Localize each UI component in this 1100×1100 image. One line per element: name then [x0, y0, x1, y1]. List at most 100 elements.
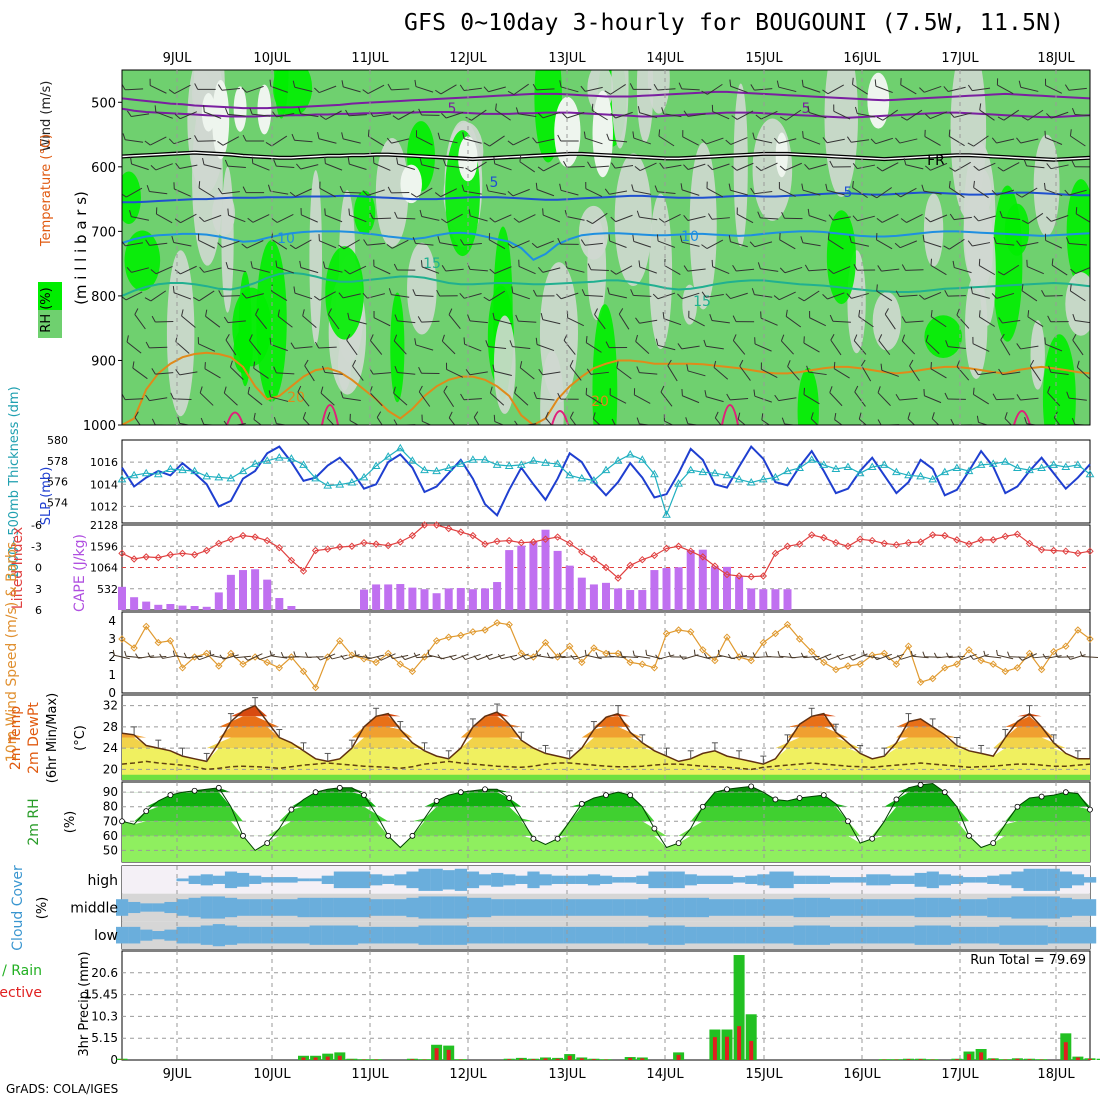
- wind-barb-staff: [615, 164, 634, 169]
- wind-barb-flag: [493, 157, 496, 164]
- wind-barb-staff: [131, 216, 150, 221]
- li-tick-label: 3: [35, 583, 42, 596]
- isotherm-25-line: [721, 404, 739, 425]
- wind-barb: [493, 414, 512, 425]
- wind-axis-label-10m: 10m Wind Speed (m/s) & Barbs: [4, 542, 20, 762]
- lifted-index-marker: [396, 538, 405, 546]
- wind-barb: [483, 135, 505, 147]
- wind-barb-staff: [687, 370, 706, 377]
- wind-barb: [241, 85, 264, 93]
- rh-blob: [1004, 203, 1030, 256]
- thickness-marker: [420, 465, 429, 474]
- rh-blob: [1042, 334, 1076, 425]
- wind-barb: [144, 136, 167, 146]
- wind-barb-staff: [857, 164, 876, 170]
- thickness-marker: [637, 455, 647, 463]
- wind-barb: [532, 83, 555, 91]
- cloud-unit-label: (%): [35, 897, 50, 920]
- wind-speed-marker: [1001, 667, 1010, 676]
- wind-barb: [322, 261, 343, 273]
- wind-speed-marker: [299, 667, 308, 676]
- rh-marker: [312, 789, 319, 796]
- wind-barb-staff: [397, 320, 416, 324]
- cape-bar: [251, 569, 260, 610]
- wind-barb: [948, 129, 965, 147]
- wind-barb-10m: [812, 653, 832, 661]
- cape-bar: [154, 604, 163, 610]
- wind-barb-flag: [660, 385, 665, 393]
- wind-barb-flag: [901, 334, 906, 342]
- cloud-cover-cell: [285, 877, 298, 883]
- thickness-marker: [202, 471, 212, 480]
- lifted-index-marker: [118, 549, 126, 558]
- wind-barb: [296, 163, 319, 170]
- lifted-index-marker: [735, 572, 743, 580]
- wind-barb: [924, 214, 948, 223]
- date-label-bottom: 15JUL: [745, 1067, 783, 1082]
- wind-barb-flag: [492, 364, 495, 372]
- wind-barb-flag: [1000, 333, 1005, 341]
- date-label-top: 10JUL: [253, 51, 291, 66]
- cloud-cover-cell: [781, 899, 794, 916]
- lifted-index-marker: [1086, 547, 1094, 555]
- precip-total-bar: [346, 1058, 358, 1060]
- thickness-marker: [553, 459, 562, 467]
- wind-barb: [269, 79, 288, 93]
- wind-barb-flag: [726, 393, 731, 401]
- rh-marker: [530, 835, 537, 842]
- wind-barb-flag: [495, 103, 497, 111]
- cloud-cover-cell: [539, 874, 552, 886]
- wind-barb-flag: [1070, 268, 1076, 274]
- wind-barb-staff: [658, 135, 675, 147]
- wind-barb-staff: [996, 242, 1015, 246]
- wind-barb-staff: [803, 655, 820, 659]
- lifted-index-marker: [759, 572, 768, 580]
- wind-barb-staff: [681, 189, 700, 196]
- wind-barb: [338, 239, 360, 250]
- wind-barb: [250, 261, 270, 273]
- wind-barb-staff: [138, 655, 155, 659]
- wind-barb-flag: [314, 295, 321, 301]
- wind-speed-marker: [420, 653, 429, 661]
- wind-barb-flag: [852, 162, 858, 169]
- wind-barb-flag: [172, 650, 176, 656]
- rh-blob: [1065, 272, 1090, 336]
- wind-barb-staff: [247, 393, 263, 406]
- wind-barb-flag: [1047, 386, 1051, 393]
- wind-barb-flag: [468, 209, 471, 217]
- wind-speed-marker: [154, 638, 163, 647]
- wind-barb-staff: [300, 267, 319, 274]
- rh-legend-swatch: [38, 310, 62, 338]
- wind-barb-flag: [485, 654, 490, 660]
- wind-speed-marker: [916, 678, 925, 686]
- wind-barb-flag: [668, 651, 672, 658]
- wind-barb: [591, 103, 608, 121]
- wind-barb-flag: [509, 340, 513, 347]
- wind-barb-staff: [252, 214, 270, 223]
- wind-barb-flag: [827, 232, 830, 240]
- lifted-index-marker: [820, 534, 828, 542]
- precip-convective-bar: [1015, 1058, 1020, 1060]
- wind-barb-staff: [464, 343, 482, 352]
- wind-barb-staff: [618, 313, 630, 330]
- wind-barb: [878, 334, 891, 355]
- thickness-marker: [662, 510, 671, 518]
- wind-barb: [129, 210, 150, 221]
- cloud-cover-cell: [200, 896, 213, 919]
- wind-barb-staff: [1045, 343, 1063, 352]
- wind-barb-staff: [246, 240, 264, 249]
- wind-barb-flag: [870, 138, 877, 145]
- wind-barb-flag: [448, 308, 453, 315]
- wind-barb: [662, 312, 682, 326]
- wind-barb-10m: [824, 653, 844, 661]
- wind-barb-staff: [609, 139, 628, 143]
- cloud-cover-cell: [261, 926, 274, 944]
- wind-barb-10m: [427, 649, 445, 660]
- wind-barb-staff: [349, 318, 367, 325]
- cloud-cover-cell: [708, 899, 722, 916]
- wind-barb-staff: [657, 292, 676, 300]
- wind-barb-flag: [801, 183, 804, 191]
- wind-barb-staff: [877, 392, 891, 407]
- wind-barb-flag: [583, 131, 586, 139]
- wind-barb: [175, 162, 198, 170]
